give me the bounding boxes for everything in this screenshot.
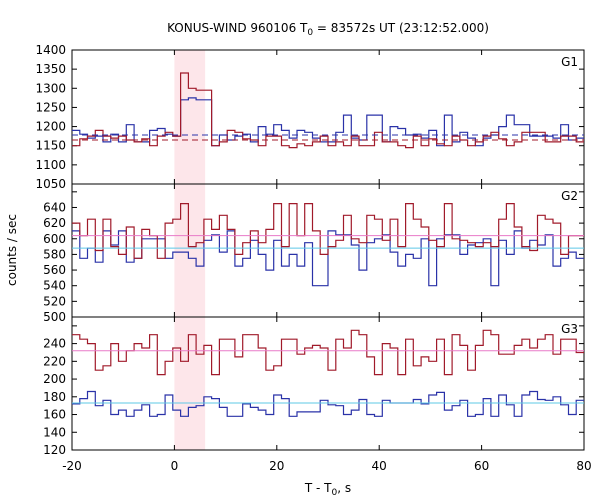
x-tick-label: 60	[474, 459, 489, 473]
y-tick-label: 1150	[35, 139, 66, 153]
y-tick-label: 120	[43, 443, 66, 457]
blue-lightcurve	[72, 230, 584, 287]
y-tick-label: 620	[43, 216, 66, 230]
y-tick-label: 600	[43, 232, 66, 246]
red-lightcurve	[72, 329, 584, 376]
x-tick-label: 80	[576, 459, 591, 473]
chart-title: KONUS-WIND 960106 T0 = 83572s UT (23:12:…	[167, 21, 489, 38]
x-tick-label: 20	[269, 459, 284, 473]
y-tick-label: 540	[43, 279, 66, 293]
x-tick-label: 0	[171, 459, 179, 473]
y-tick-label: 1400	[35, 43, 66, 57]
y-tick-label: 1350	[35, 62, 66, 76]
y-tick-label: 220	[43, 354, 66, 368]
trigger-highlight-band	[174, 50, 206, 450]
y-tick-label: 1100	[35, 158, 66, 172]
y-tick-label: 500	[43, 310, 66, 324]
red-lightcurve	[72, 72, 584, 149]
y-tick-label: 580	[43, 247, 66, 261]
red-lightcurve	[72, 203, 584, 259]
x-tick-label: 40	[372, 459, 387, 473]
y-tick-label: 200	[43, 372, 66, 386]
panel-label: G2	[561, 189, 578, 203]
panel-g1: 1050 1100 1150 1200 1250 1300 1350 1400 G1	[35, 43, 585, 191]
y-axis-label: counts / sec	[5, 214, 19, 286]
y-tick-label: 160	[43, 408, 66, 422]
panel-label: G3	[561, 322, 578, 336]
y-tick-label: 520	[43, 294, 66, 308]
y-tick-label: 1200	[35, 120, 66, 134]
y-tick-label: 180	[43, 390, 66, 404]
x-tick-label: -20	[62, 459, 82, 473]
panel-label: G1	[561, 55, 578, 69]
y-tick-label: 1050	[35, 177, 66, 191]
y-tick-label: 240	[43, 337, 66, 351]
y-tick-label: 1250	[35, 100, 66, 114]
x-axis-label: T - T0, s	[304, 481, 351, 498]
y-tick-label: 560	[43, 263, 66, 277]
plot-layer: 10501100115012001250130013501400G1500520…	[35, 43, 591, 473]
y-tick-label: 140	[43, 425, 66, 439]
y-tick-label: 640	[43, 200, 66, 214]
panel-g3: 120 140 160 180 200 220 240 G3	[43, 316, 585, 457]
y-tick-label: 1300	[35, 81, 66, 95]
panel-frame	[71, 316, 585, 451]
blue-lightcurve	[72, 390, 584, 417]
panel-frame	[71, 49, 585, 185]
